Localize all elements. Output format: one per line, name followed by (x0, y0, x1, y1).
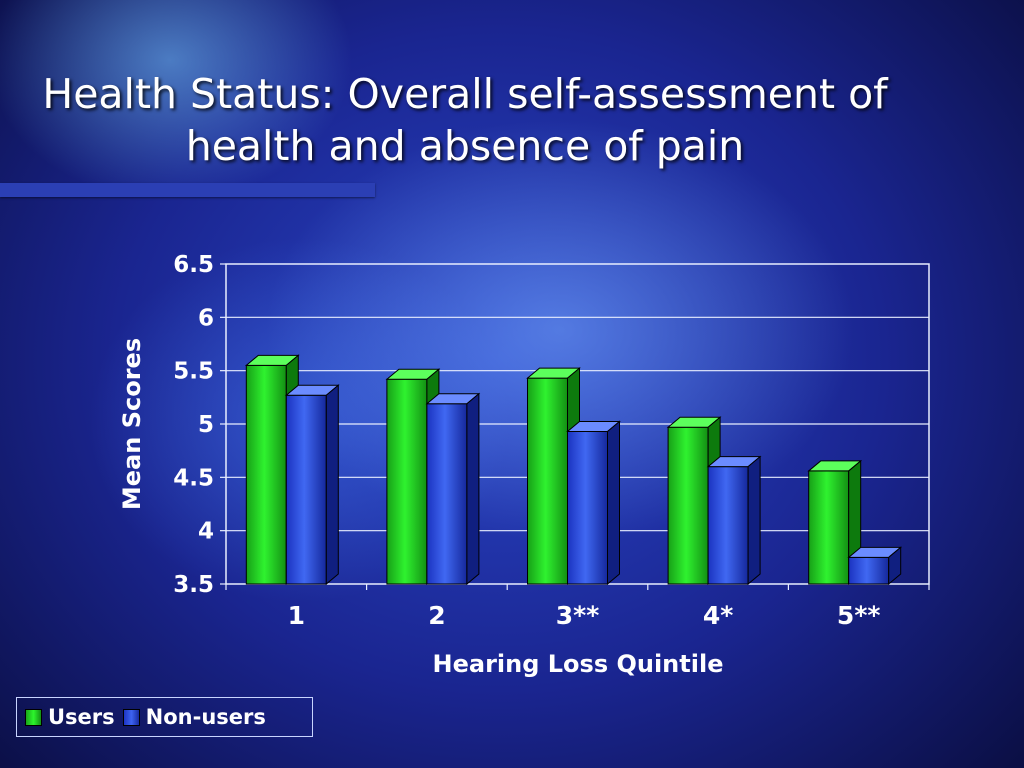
x-tick-label: 1 (288, 601, 305, 630)
bar-side-non-users (888, 546, 902, 586)
title-accent-bar (0, 183, 375, 197)
slide-title-line-2: health and absence of pain (185, 122, 745, 170)
bar-non-users (426, 403, 468, 585)
y-tick-label: 6.5 (173, 252, 214, 278)
slide-title: Health Status: Overall self-assessment o… (0, 68, 930, 172)
y-tick-label: 3.5 (173, 572, 214, 598)
bar-non-users (567, 430, 608, 585)
x-tick-label: 5** (837, 601, 881, 630)
bar-side-non-users (325, 384, 339, 586)
bar-side-non-users (607, 420, 620, 586)
legend-item-non-users: Non-users (122, 705, 266, 729)
bar-users (386, 378, 428, 585)
slide-title-line-1: Health Status: Overall self-assessment o… (42, 70, 888, 118)
bar-side-non-users (747, 455, 761, 586)
legend-label-non-users: Non-users (145, 705, 266, 729)
bar-non-users (707, 466, 749, 585)
y-tick-label: 4.5 (173, 465, 214, 491)
x-tick-label: 2 (428, 601, 445, 630)
x-axis-title: Hearing Loss Quintile (433, 650, 724, 678)
bar-users (808, 470, 850, 585)
y-tick-label: 5.5 (173, 359, 214, 385)
bar-side-non-users (466, 392, 480, 586)
legend-item-users: Users (25, 705, 115, 729)
bar-users (245, 364, 287, 585)
x-tick-label: 4* (703, 601, 733, 630)
y-tick-label: 6 (198, 305, 214, 331)
chart-legend: Users Non-users (16, 697, 313, 737)
y-tick-label: 5 (198, 412, 214, 438)
bar-non-users (848, 556, 890, 585)
legend-swatch-non-users (122, 708, 140, 726)
legend-swatch-users (25, 708, 42, 726)
y-axis-title: Mean Scores (118, 338, 146, 510)
x-tick-label: 3** (556, 601, 600, 630)
bar-users (667, 426, 709, 585)
legend-label-users: Users (48, 705, 115, 729)
bar-non-users (285, 394, 327, 585)
bar-users (527, 377, 568, 585)
y-tick-label: 4 (198, 519, 214, 545)
